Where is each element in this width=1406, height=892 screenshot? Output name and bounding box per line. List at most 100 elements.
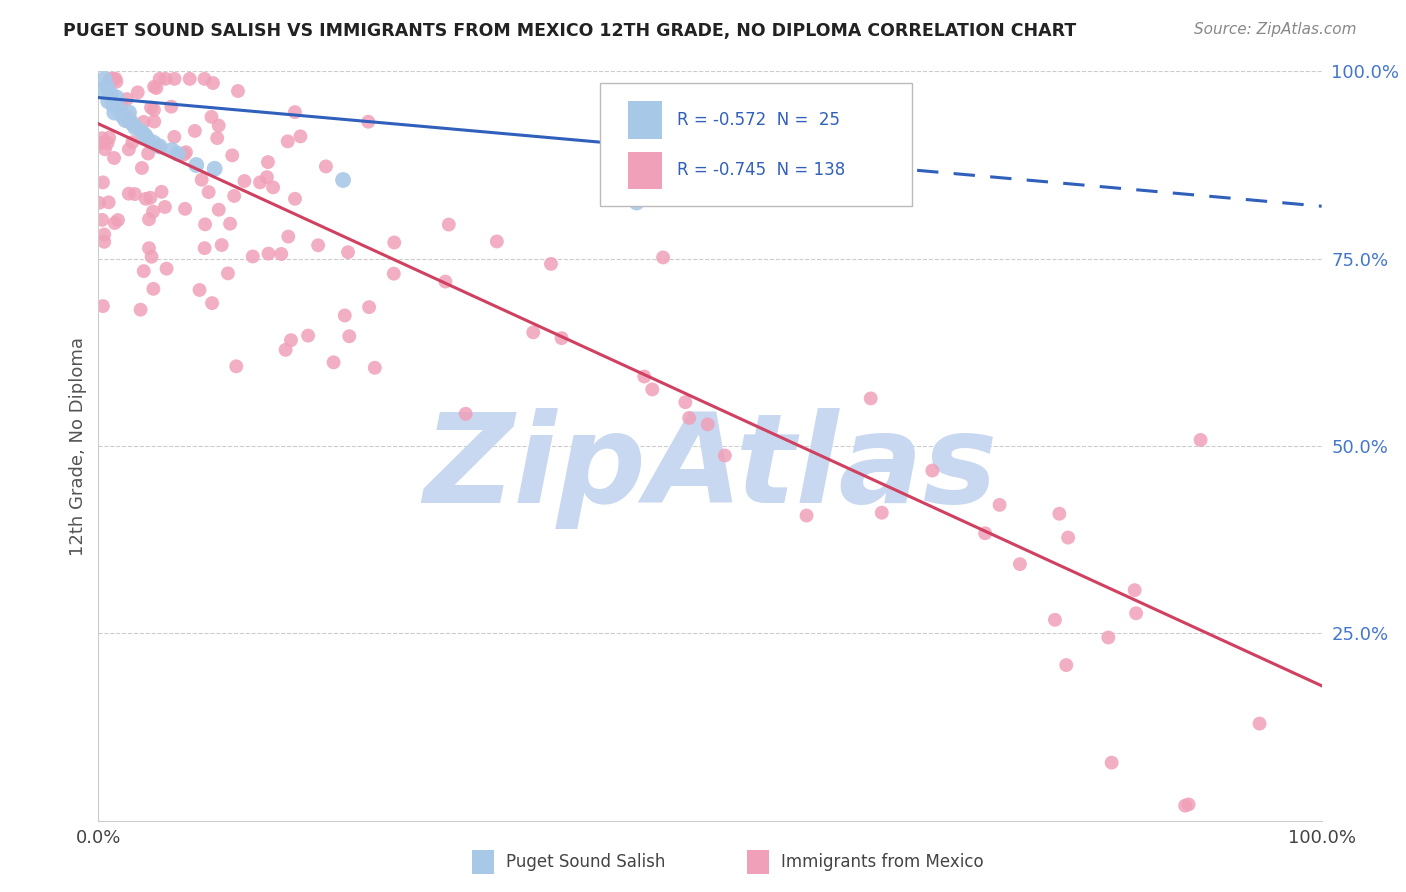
Point xyxy=(153,200,176,214)
Point xyxy=(118,142,141,156)
Point xyxy=(256,170,278,185)
Point xyxy=(1054,658,1077,673)
Point xyxy=(1249,716,1271,731)
Text: Immigrants from Mexico: Immigrants from Mexico xyxy=(780,853,984,871)
Point xyxy=(1123,583,1146,598)
Point xyxy=(141,250,163,264)
Point xyxy=(124,187,146,202)
Point xyxy=(121,117,143,131)
Point xyxy=(139,101,162,115)
Point xyxy=(974,526,997,541)
Point xyxy=(870,506,893,520)
Point xyxy=(105,90,128,104)
Bar xyxy=(628,152,662,189)
Point xyxy=(179,71,201,86)
Point xyxy=(139,191,162,205)
Point xyxy=(91,299,114,313)
Point xyxy=(633,369,655,384)
Point xyxy=(145,81,167,95)
Point xyxy=(208,119,231,133)
Point xyxy=(696,417,718,432)
Point xyxy=(225,359,247,374)
Bar xyxy=(628,102,662,139)
Text: ZipAtlas: ZipAtlas xyxy=(423,408,997,529)
Point xyxy=(173,147,195,161)
Point xyxy=(626,195,648,210)
Point xyxy=(174,145,197,160)
Point xyxy=(124,120,146,135)
Point xyxy=(211,238,233,252)
Point xyxy=(277,134,299,148)
Point xyxy=(221,148,243,162)
Point xyxy=(142,204,165,219)
Point xyxy=(96,79,118,94)
Bar xyxy=(471,850,494,874)
Point xyxy=(104,71,127,86)
Point xyxy=(197,185,219,199)
Point xyxy=(201,296,224,310)
Point xyxy=(149,71,172,86)
Point xyxy=(522,326,544,340)
Point xyxy=(224,189,246,203)
Point xyxy=(132,115,155,129)
Point xyxy=(382,235,405,250)
Point xyxy=(988,498,1011,512)
Point xyxy=(322,355,344,369)
Point xyxy=(129,302,152,317)
Point xyxy=(1125,606,1147,620)
Point xyxy=(138,212,160,227)
Point xyxy=(242,250,264,264)
Point xyxy=(142,103,165,117)
Point xyxy=(160,100,183,114)
Point xyxy=(174,202,197,216)
Point xyxy=(97,95,120,109)
Point xyxy=(217,266,239,280)
Point xyxy=(257,246,280,260)
Text: Source: ZipAtlas.com: Source: ZipAtlas.com xyxy=(1194,22,1357,37)
Point xyxy=(163,71,186,86)
Point xyxy=(1008,557,1031,571)
Point xyxy=(97,136,120,150)
Point xyxy=(98,130,121,145)
Point xyxy=(136,132,159,146)
Point xyxy=(93,227,115,242)
Text: PUGET SOUND SALISH VS IMMIGRANTS FROM MEXICO 12TH GRADE, NO DIPLOMA CORRELATION : PUGET SOUND SALISH VS IMMIGRANTS FROM ME… xyxy=(63,22,1077,40)
Text: Puget Sound Salish: Puget Sound Salish xyxy=(506,853,665,871)
Point xyxy=(1174,798,1197,813)
Point xyxy=(454,407,477,421)
Point xyxy=(111,98,134,112)
Point xyxy=(382,267,405,281)
Point xyxy=(652,251,675,265)
Point xyxy=(143,114,166,128)
Point xyxy=(150,185,173,199)
Point xyxy=(921,463,943,477)
Point xyxy=(93,71,115,86)
Point xyxy=(550,331,572,345)
Point xyxy=(111,109,134,123)
Point xyxy=(796,508,818,523)
Point xyxy=(163,129,186,144)
Point xyxy=(155,71,177,86)
Point xyxy=(148,140,170,154)
Point xyxy=(332,173,354,187)
Point xyxy=(143,79,166,94)
Point xyxy=(97,195,120,210)
Point xyxy=(1097,631,1119,645)
Point xyxy=(115,92,138,106)
Point xyxy=(280,333,302,347)
Point xyxy=(226,84,249,98)
Point xyxy=(357,114,380,128)
Point xyxy=(105,75,128,89)
Point xyxy=(359,300,381,314)
Point xyxy=(186,158,208,172)
Point xyxy=(1101,756,1123,770)
Point xyxy=(87,195,110,210)
Point xyxy=(101,98,124,112)
Point xyxy=(127,86,149,100)
Point xyxy=(91,131,114,145)
Point xyxy=(132,264,155,278)
Point xyxy=(262,180,284,194)
Point xyxy=(284,192,307,206)
Point xyxy=(91,83,114,97)
Point xyxy=(117,115,139,129)
